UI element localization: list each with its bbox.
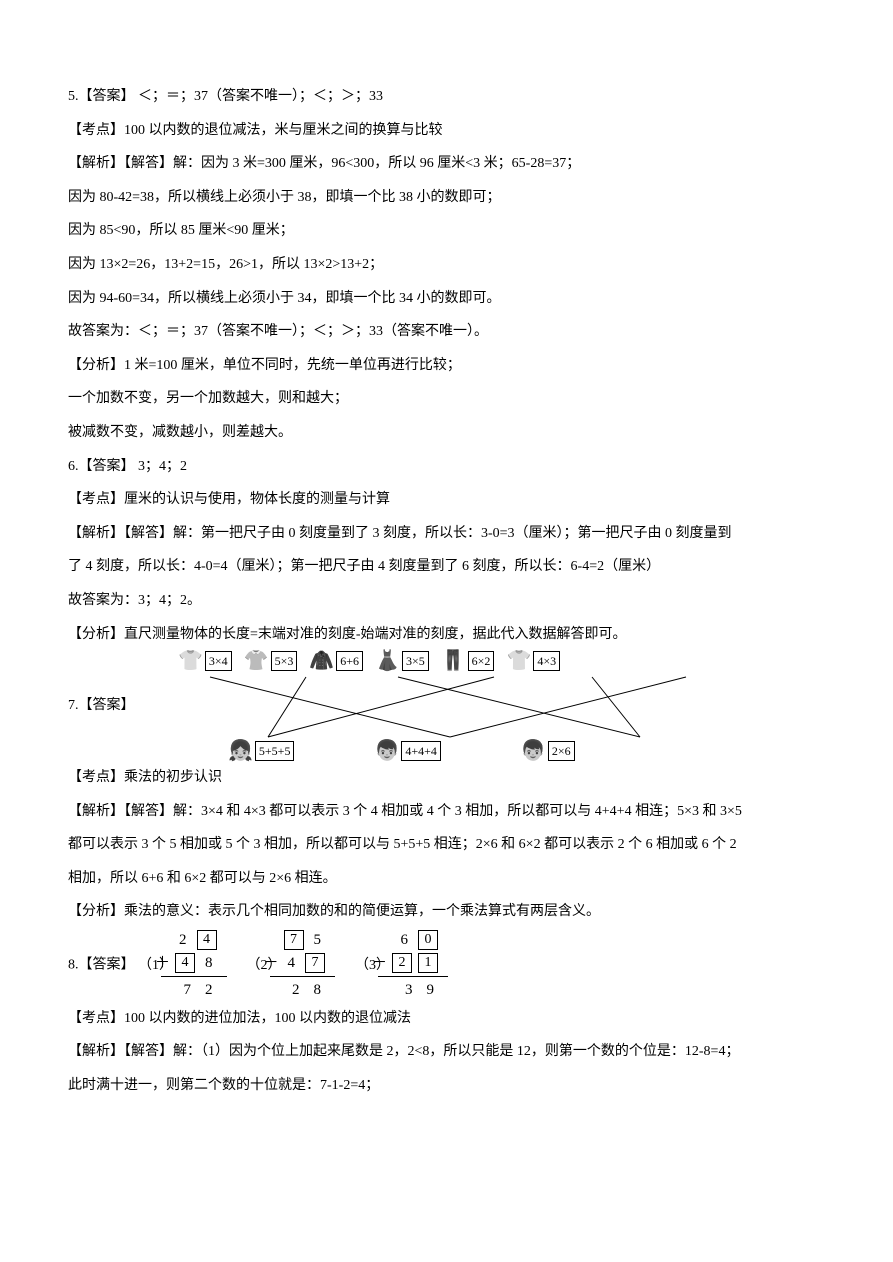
q5-kaodian: 【考点】100 以内数的退位减法，米与厘米之间的换算与比较: [68, 114, 825, 148]
q5-jiexi-1: 【解析】【解答】解：因为 3 米=300 厘米，96<300，所以 96 厘米<…: [68, 147, 825, 181]
vertical-calc: 75－4728: [288, 929, 336, 1002]
digit-box: 4: [175, 953, 195, 973]
q5-jiexi-4: 因为 13×2=26，13+2=15，26>1，所以 13×2>13+2；: [68, 248, 825, 282]
digit-box: 7: [284, 930, 304, 950]
q7-kaodian: 【考点】乘法的初步认识: [68, 761, 825, 795]
q7-jiexi-2: 都可以表示 3 个 5 相加或 5 个 3 相加，所以都可以与 5+5+5 相连…: [68, 828, 825, 862]
q7-top-row: 👕3×4👚5×3🧥6+6👗3×5👖6×2👕4×3: [178, 651, 560, 671]
q7-top-label: 6×2: [468, 651, 495, 671]
q6-answer: 6.【答案】 3；4；2: [68, 450, 825, 484]
q6-jiexi-3: 故答案为：3；4；2。: [68, 584, 825, 618]
q7-prefix: 7.【答案】: [68, 698, 135, 713]
vertical-calc: 60－2139: [396, 929, 448, 1002]
q8-col: （2）75－4728: [247, 929, 336, 1002]
face-icon: 👧: [228, 741, 253, 761]
q7-bottom-item: 👦4+4+4: [374, 741, 440, 761]
operator: －: [264, 952, 279, 975]
q7-top-item: 👗3×5: [375, 651, 429, 671]
q7-top-item: 👕3×4: [178, 651, 232, 671]
q7-top-label: 5×3: [271, 651, 298, 671]
q5-jiexi-3: 因为 85<90，所以 85 厘米<90 厘米；: [68, 214, 825, 248]
q5-jiexi-5: 因为 94-60=34，所以横线上必须小于 34，即填一个比 34 小的数即可。: [68, 282, 825, 316]
clothing-icon: 👕: [178, 651, 203, 671]
q7-top-label: 3×4: [205, 651, 232, 671]
q7-bottom-label: 2×6: [548, 741, 575, 761]
q7-bottom-row: 👧5+5+5👦4+4+4👦2×6: [228, 741, 575, 761]
vertical-calc: 24＋4872: [179, 929, 227, 1002]
q5-jiexi-2: 因为 80-42=38，所以横线上必须小于 38，即填一个比 38 小的数即可；: [68, 181, 825, 215]
q7-bottom-label: 5+5+5: [255, 741, 295, 761]
digit-box: 2: [392, 953, 412, 973]
q7-top-label: 3×5: [402, 651, 429, 671]
clothing-icon: 👚: [244, 651, 269, 671]
clothing-icon: 👗: [375, 651, 400, 671]
q8-prefix: 8.【答案】: [68, 958, 138, 973]
q7-top-label: 6+6: [336, 651, 363, 671]
q6-fenxi: 【分析】直尺测量物体的长度=末端对准的刻度-始端对准的刻度，据此代入数据解答即可…: [68, 618, 825, 652]
q7-diagram: 👕3×4👚5×3🧥6+6👗3×5👖6×2👕4×3 👧5+5+5👦4+4+4👦2×…: [138, 651, 738, 761]
q6-jiexi-1: 【解析】【解答】解：第一把尺子由 0 刻度量到了 3 刻度，所以长：3-0=3（…: [68, 517, 825, 551]
operator: －: [372, 952, 387, 975]
operator: ＋: [155, 952, 170, 975]
digit-box: 0: [418, 930, 438, 950]
q8-col: （1）24＋4872: [138, 929, 227, 1002]
q6-jiexi-2: 了 4 刻度，所以长：4-0=4（厘米）；第一把尺子由 4 刻度量到了 6 刻度…: [68, 550, 825, 584]
q7-top-item: 👕4×3: [506, 651, 560, 671]
q5-fenxi-1: 【分析】1 米=100 厘米，单位不同时，先统一单位再进行比较；: [68, 349, 825, 383]
clothing-icon: 🧥: [309, 651, 334, 671]
digit-box: 4: [197, 930, 217, 950]
q7-top-item: 👚5×3: [244, 651, 298, 671]
q6-kaodian: 【考点】厘米的认识与使用，物体长度的测量与计算: [68, 483, 825, 517]
q7-bottom-item: 👧5+5+5: [228, 741, 294, 761]
q5-jiexi-6: 故答案为：＜；＝；37（答案不唯一）；＜；＞；33（答案不唯一）。: [68, 315, 825, 349]
face-icon: 👦: [521, 741, 546, 761]
q8-kaodian: 【考点】100 以内数的进位加法，100 以内数的退位减法: [68, 1002, 825, 1036]
q7-bottom-item: 👦2×6: [521, 741, 575, 761]
q7-top-item: 🧥6+6: [309, 651, 363, 671]
q8-columns: （1）24＋4872（2）75－4728（3）60－2139: [138, 929, 448, 1002]
q7-top-label: 4×3: [533, 651, 560, 671]
clothing-icon: 👖: [441, 651, 466, 671]
q8-answer-row: 8.【答案】 （1）24＋4872（2）75－4728（3）60－2139: [68, 929, 825, 1002]
digit-box: 7: [305, 953, 325, 973]
clothing-icon: 👕: [506, 651, 531, 671]
q7-answer-row: 7.【答案】 👕3×4👚5×3🧥6+6👗3×5👖6×2👕4×3 👧5+5+5👦4…: [68, 651, 825, 761]
q7-top-item: 👖6×2: [441, 651, 495, 671]
q7-bottom-label: 4+4+4: [401, 741, 441, 761]
q5-fenxi-2: 一个加数不变，另一个加数越大，则和越大；: [68, 382, 825, 416]
q8-jiexi-1: 【解析】【解答】解：（1）因为个位上加起来尾数是 2，2<8，所以只能是 12，…: [68, 1035, 825, 1069]
q5-answer: 5.【答案】 ＜；＝；37（答案不唯一）；＜；＞；33: [68, 80, 825, 114]
q8-col: （3）60－2139: [355, 929, 448, 1002]
face-icon: 👦: [374, 741, 399, 761]
q5-fenxi-3: 被减数不变，减数越小，则差越大。: [68, 416, 825, 450]
digit-box: 1: [418, 953, 438, 973]
q7-jiexi-1: 【解析】【解答】解：3×4 和 4×3 都可以表示 3 个 4 相加或 4 个 …: [68, 795, 825, 829]
q8-jiexi-2: 此时满十进一，则第二个数的十位就是：7-1-2=4；: [68, 1069, 825, 1103]
q7-fenxi: 【分析】乘法的意义：表示几个相同加数的和的简便运算，一个乘法算式有两层含义。: [68, 895, 825, 929]
q7-jiexi-3: 相加，所以 6+6 和 6×2 都可以与 2×6 相连。: [68, 862, 825, 896]
